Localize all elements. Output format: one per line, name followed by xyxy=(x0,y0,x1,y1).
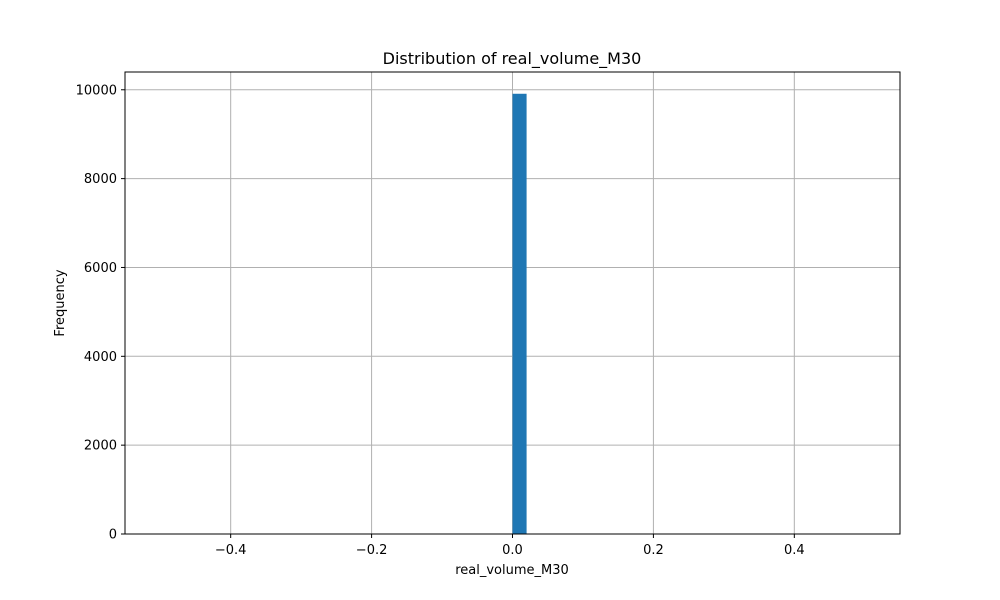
histogram-bar xyxy=(512,93,527,535)
x-tick-label: 0.2 xyxy=(643,543,664,558)
x-axis-label: real_volume_M30 xyxy=(455,563,569,578)
x-tick-label: −0.4 xyxy=(215,543,247,558)
y-tick-label: 8000 xyxy=(84,172,117,187)
chart-title: Distribution of real_volume_M30 xyxy=(383,49,642,69)
y-tick-label: 0 xyxy=(109,528,117,543)
y-tick-label: 2000 xyxy=(84,439,117,454)
x-tick-label: 0.0 xyxy=(502,543,523,558)
x-tick-label: −0.2 xyxy=(356,543,388,558)
y-tick-label: 4000 xyxy=(84,350,117,365)
axis-ticks: −0.4 −0.2 0.0 0.2 0.4 0 2000 4000 6000 8000 10000 xyxy=(76,83,805,558)
x-tick-label: 0.4 xyxy=(784,543,805,558)
y-axis-label: Frequency xyxy=(53,269,68,336)
y-tick-label: 10000 xyxy=(76,83,117,98)
y-tick-label: 6000 xyxy=(84,261,117,276)
histogram-bars xyxy=(512,93,527,535)
